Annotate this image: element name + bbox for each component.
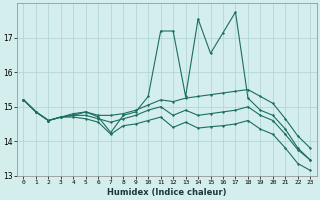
X-axis label: Humidex (Indice chaleur): Humidex (Indice chaleur) <box>107 188 227 197</box>
